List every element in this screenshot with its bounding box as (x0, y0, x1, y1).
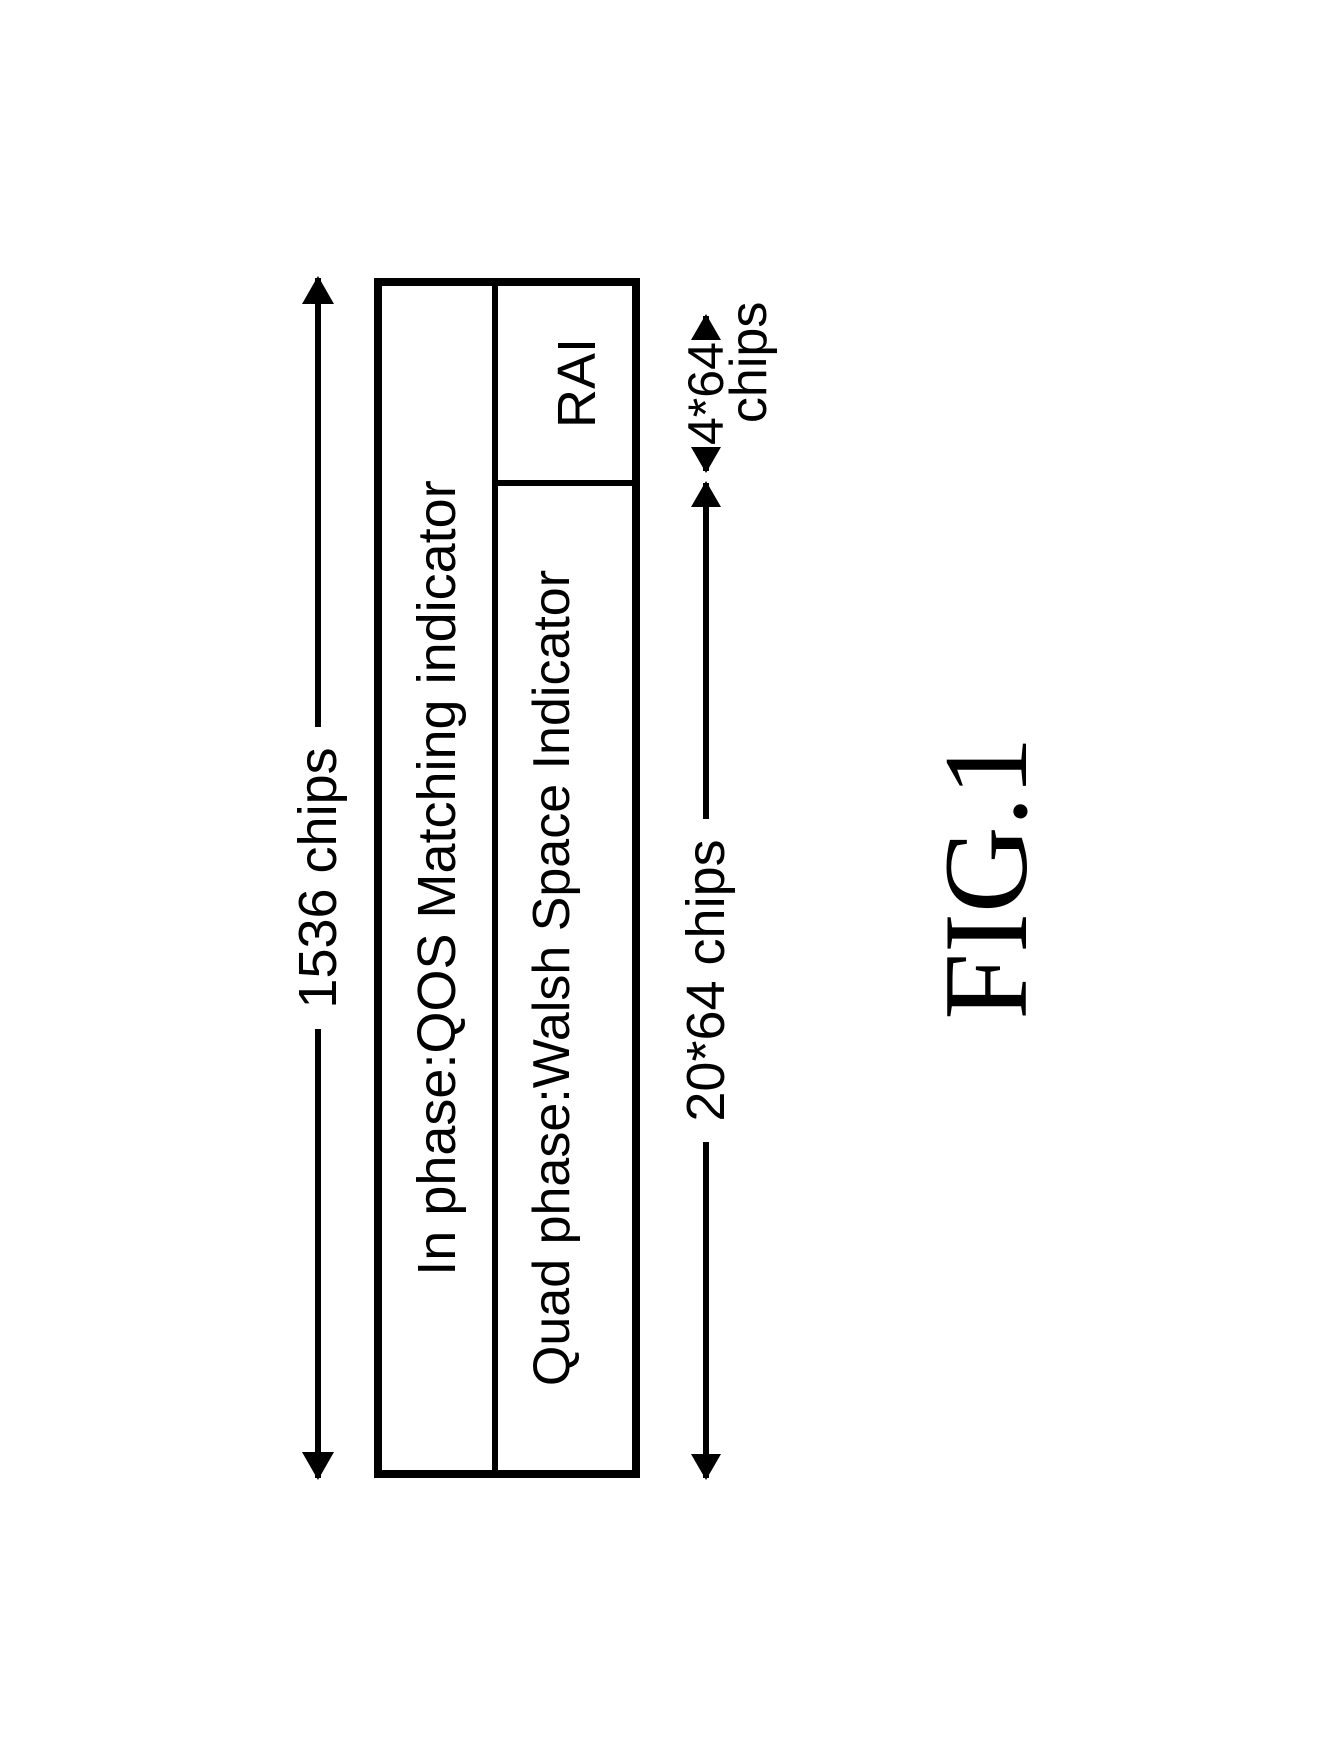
bottom-left-label: 20*64 chips (675, 819, 737, 1141)
in-phase-row: In phase:QOS Matching indicator (382, 286, 498, 1470)
frame-table: In phase:QOS Matching indicator Quad pha… (374, 278, 640, 1478)
bottom-dimension-row: 20*64 chips 4*64 chips (675, 278, 737, 1478)
bottom-right-arrow: 4*64 chips (677, 278, 735, 471)
walsh-space-cell: Quad phase:Walsh Space Indicator (498, 480, 632, 1470)
top-arrow-label: 1536 chips (287, 727, 349, 1028)
rai-cell: RAI (498, 286, 632, 480)
chips-sublabel: chips (719, 301, 779, 422)
arrow-seg (703, 453, 709, 471)
arrow-seg (703, 316, 709, 334)
arrow-seg (703, 1141, 709, 1477)
arrow-line-right (315, 277, 321, 726)
diagram-container: 1536 chips In phase:QOS Matching indicat… (287, 278, 1055, 1478)
bottom-left-arrow: 20*64 chips (675, 483, 737, 1478)
figure-label: FIG.1 (917, 278, 1055, 1478)
top-dimension-arrow: 1536 chips (287, 278, 349, 1478)
arrow-line-left (315, 1028, 321, 1477)
quad-phase-row: Quad phase:Walsh Space Indicator RAI (498, 286, 632, 1470)
arrow-seg (703, 483, 709, 819)
